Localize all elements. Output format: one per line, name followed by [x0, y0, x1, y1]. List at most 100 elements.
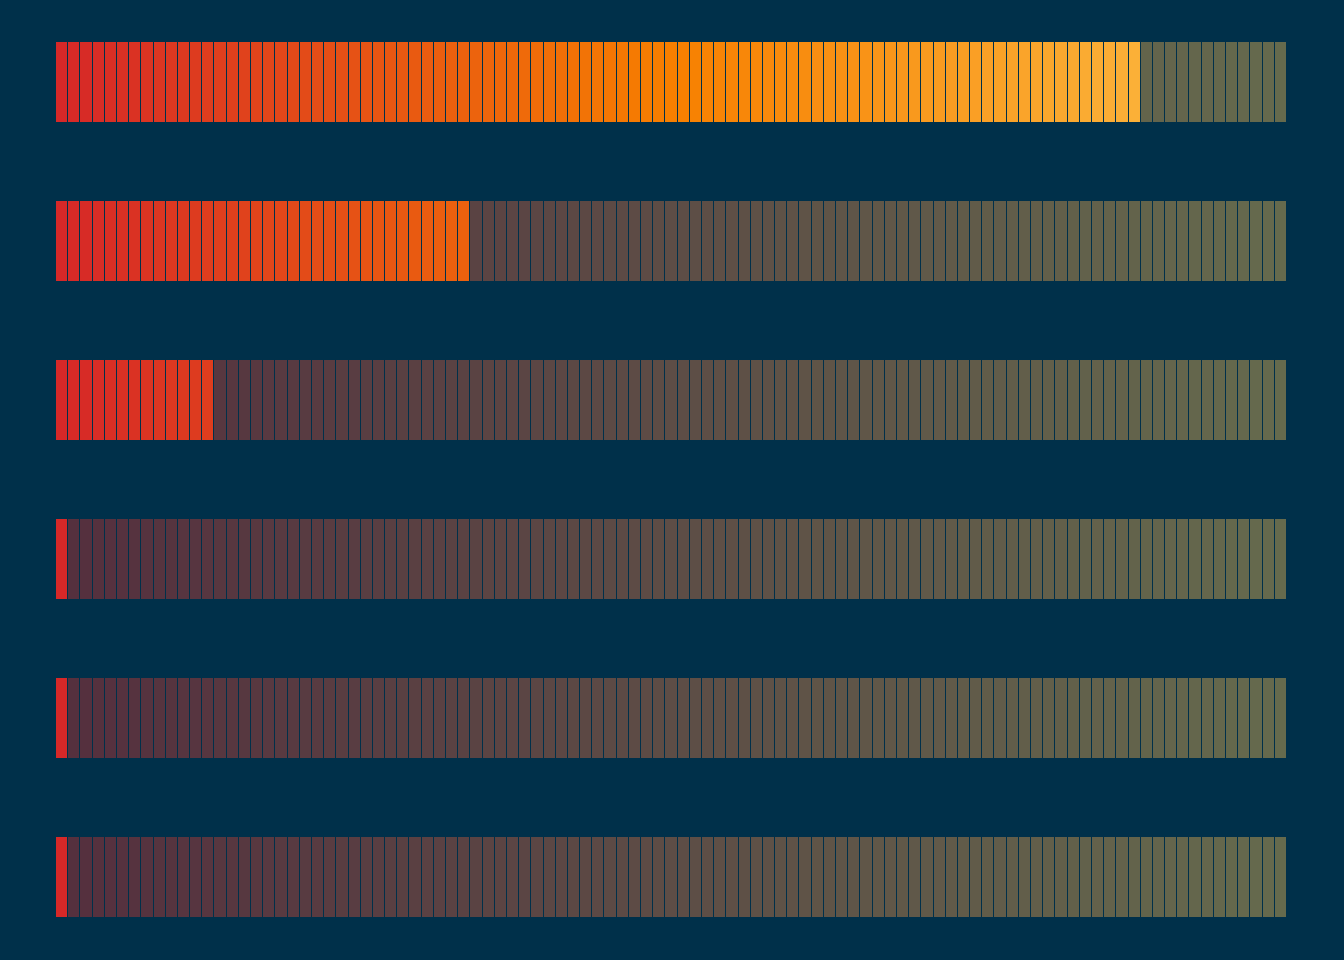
meter-segment-lit: [348, 201, 360, 281]
meter-segment-unlit: [970, 201, 982, 281]
meter-segment-unlit: [409, 360, 421, 440]
meter-segment-unlit: [775, 519, 787, 599]
meter-segment-lit: [616, 42, 628, 122]
meter-segment-lit: [921, 42, 933, 122]
meter-segment-unlit: [957, 837, 970, 917]
meter-segment-lit: [665, 42, 677, 122]
meter-segment-lit: [68, 42, 80, 122]
meter-segment-unlit: [311, 678, 324, 758]
meter-segment-unlit: [348, 678, 360, 758]
meter-segment-unlit: [1140, 42, 1152, 122]
meter-segment-unlit: [982, 678, 994, 758]
meter-segment-unlit: [860, 678, 872, 758]
meter-segment-lit: [80, 42, 92, 122]
meter-segment-unlit: [860, 201, 872, 281]
meter-segment-lit: [458, 42, 470, 122]
meter-segment-unlit: [653, 201, 665, 281]
meter-segment-unlit: [653, 837, 665, 917]
meter-segment-unlit: [446, 678, 458, 758]
meter-segment-unlit: [1201, 519, 1213, 599]
meter-segment-unlit: [1116, 837, 1128, 917]
meter-segment-lit: [409, 42, 421, 122]
meter-segment-unlit: [177, 678, 190, 758]
meter-segment-unlit: [68, 519, 80, 599]
meter-segment-lit: [116, 360, 129, 440]
meter-segment-unlit: [762, 360, 775, 440]
meter-segment-unlit: [836, 678, 848, 758]
meter-segment-unlit: [129, 837, 141, 917]
meter-segment-unlit: [141, 837, 153, 917]
meter-segment-unlit: [519, 360, 531, 440]
meter-segment-unlit: [287, 519, 299, 599]
meter-segment-unlit: [238, 360, 250, 440]
meter-segment-unlit: [555, 519, 567, 599]
meter-segment-unlit: [823, 678, 835, 758]
meter-segment-unlit: [836, 837, 848, 917]
meter-segment-unlit: [945, 360, 957, 440]
meter-segment-unlit: [726, 360, 738, 440]
meter-segment-unlit: [872, 519, 884, 599]
meter-segment-unlit: [884, 519, 896, 599]
meter-segment-unlit: [665, 837, 677, 917]
meter-segment-unlit: [896, 837, 909, 917]
meter-segment-lit: [299, 201, 311, 281]
meter-segment-unlit: [1201, 360, 1213, 440]
meter-segment-unlit: [1031, 519, 1043, 599]
meter-segment-unlit: [592, 519, 604, 599]
meter-segment-lit: [56, 42, 68, 122]
meter-segment-unlit: [1140, 201, 1152, 281]
meter-segment-unlit: [385, 519, 397, 599]
meter-segment-unlit: [1177, 360, 1189, 440]
meter-segment-unlit: [1262, 42, 1274, 122]
meter-segment-lit: [177, 360, 190, 440]
meter-segment-lit: [762, 42, 775, 122]
meter-segment-unlit: [726, 201, 738, 281]
meter-segment-unlit: [1006, 678, 1018, 758]
meter-segment-unlit: [726, 837, 738, 917]
meter-segment-unlit: [1177, 678, 1189, 758]
meter-segment-unlit: [494, 360, 506, 440]
meter-segment-unlit: [275, 360, 287, 440]
meter-segment-unlit: [762, 201, 775, 281]
meter-segment-unlit: [1043, 837, 1055, 917]
meter-segment-unlit: [933, 678, 945, 758]
meter-segment-unlit: [641, 519, 653, 599]
meter-segment-lit: [714, 42, 726, 122]
meter-segment-unlit: [1201, 201, 1213, 281]
meter-segment-unlit: [836, 519, 848, 599]
meter-segment-unlit: [360, 360, 372, 440]
meter-segment-unlit: [677, 837, 689, 917]
meter-segment-unlit: [811, 837, 823, 917]
level-meter-6: [56, 837, 1288, 917]
meter-segment-unlit: [799, 201, 811, 281]
meter-segment-unlit: [653, 519, 665, 599]
meter-segment-unlit: [750, 678, 762, 758]
meter-segment-unlit: [226, 678, 238, 758]
meter-segment-unlit: [750, 201, 762, 281]
meter-segment-unlit: [506, 519, 519, 599]
meter-segment-lit: [580, 42, 592, 122]
meter-segment-unlit: [994, 837, 1006, 917]
meter-segment-unlit: [555, 360, 567, 440]
meter-segment-unlit: [1055, 678, 1067, 758]
meter-segment-unlit: [665, 519, 677, 599]
meter-segment-unlit: [238, 837, 250, 917]
meter-segment-unlit: [1018, 360, 1030, 440]
meter-segment-unlit: [1043, 201, 1055, 281]
meter-segment-unlit: [1262, 678, 1274, 758]
meter-segment-unlit: [433, 678, 445, 758]
meter-segment-lit: [104, 42, 116, 122]
meter-segment-unlit: [1104, 360, 1116, 440]
meter-segment-unlit: [1250, 519, 1262, 599]
meter-segment-lit: [421, 201, 433, 281]
meter-segment-lit: [263, 42, 275, 122]
meter-segment-unlit: [543, 201, 555, 281]
meter-segment-unlit: [994, 201, 1006, 281]
meter-segment-unlit: [1165, 360, 1177, 440]
meter-segment-lit: [165, 42, 177, 122]
meter-segment-unlit: [543, 678, 555, 758]
meter-segment-unlit: [1238, 42, 1250, 122]
meter-segment-unlit: [921, 678, 933, 758]
meter-segment-unlit: [275, 519, 287, 599]
meter-segment-lit: [238, 42, 250, 122]
